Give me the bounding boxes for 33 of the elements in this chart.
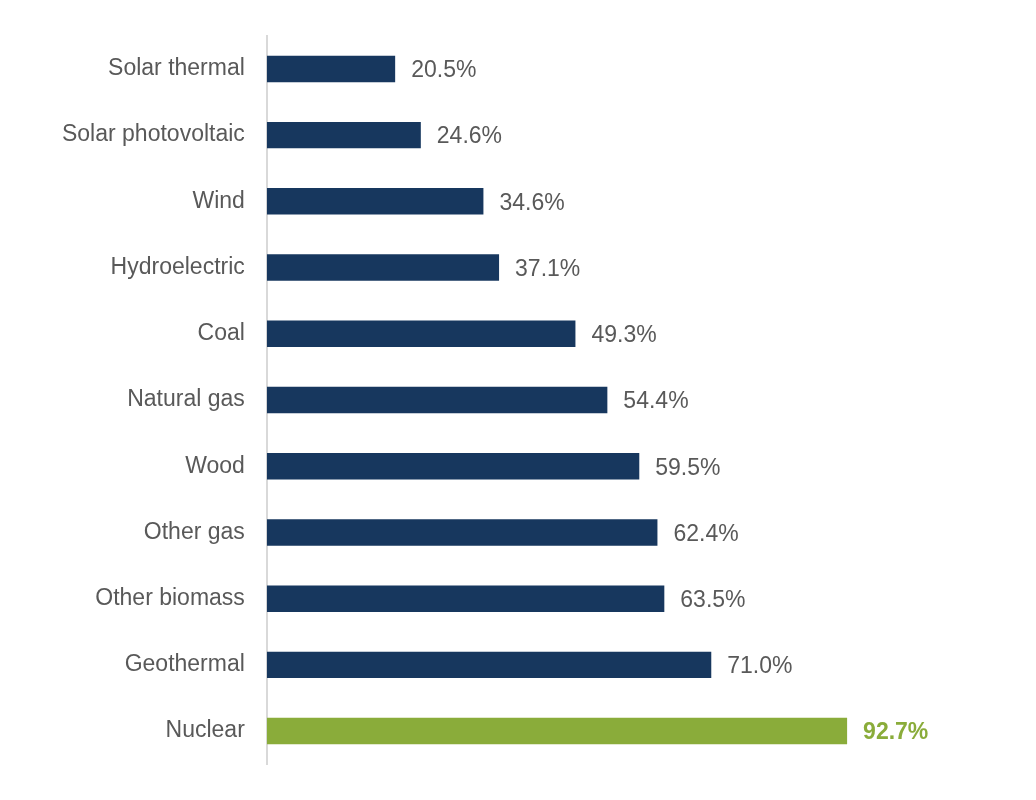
bar (266, 651, 712, 679)
data-label: 24.6% (436, 122, 503, 149)
y-tick-label: Nuclear (165, 716, 246, 743)
data-label: 92.7% (863, 718, 929, 745)
data-label: 54.4% (623, 387, 689, 414)
data-label: 62.4% (673, 519, 739, 546)
y-tick-label: Wood (185, 451, 245, 478)
data-label: 37.1% (515, 254, 581, 281)
bar (266, 717, 848, 745)
bar (266, 320, 576, 348)
y-tick-label: Other gas (143, 517, 245, 544)
bar (266, 386, 608, 414)
bar (266, 519, 658, 546)
bar (266, 452, 640, 480)
data-label: 49.3% (591, 321, 657, 348)
bar (266, 121, 421, 149)
y-tick-label: Natural gas (127, 385, 245, 412)
y-tick-label: Solar photovoltaic (61, 120, 245, 147)
data-label: 34.6% (499, 188, 565, 215)
y-tick-label: Hydroelectric (110, 252, 245, 279)
bar (266, 585, 665, 612)
data-label: 63.5% (680, 586, 746, 612)
data-label: 59.5% (655, 453, 721, 480)
y-tick-label: Coal (197, 319, 245, 346)
bar (266, 188, 484, 215)
bar (266, 254, 500, 281)
y-tick-label: Geothermal (124, 650, 245, 677)
data-label: 71.0% (727, 652, 793, 679)
y-tick-label: Solar thermal (108, 54, 245, 81)
bar (266, 55, 396, 83)
data-label: 20.5% (411, 56, 477, 83)
y-tick-label: Other biomass (95, 584, 245, 610)
y-tick-label: Wind (192, 186, 245, 213)
